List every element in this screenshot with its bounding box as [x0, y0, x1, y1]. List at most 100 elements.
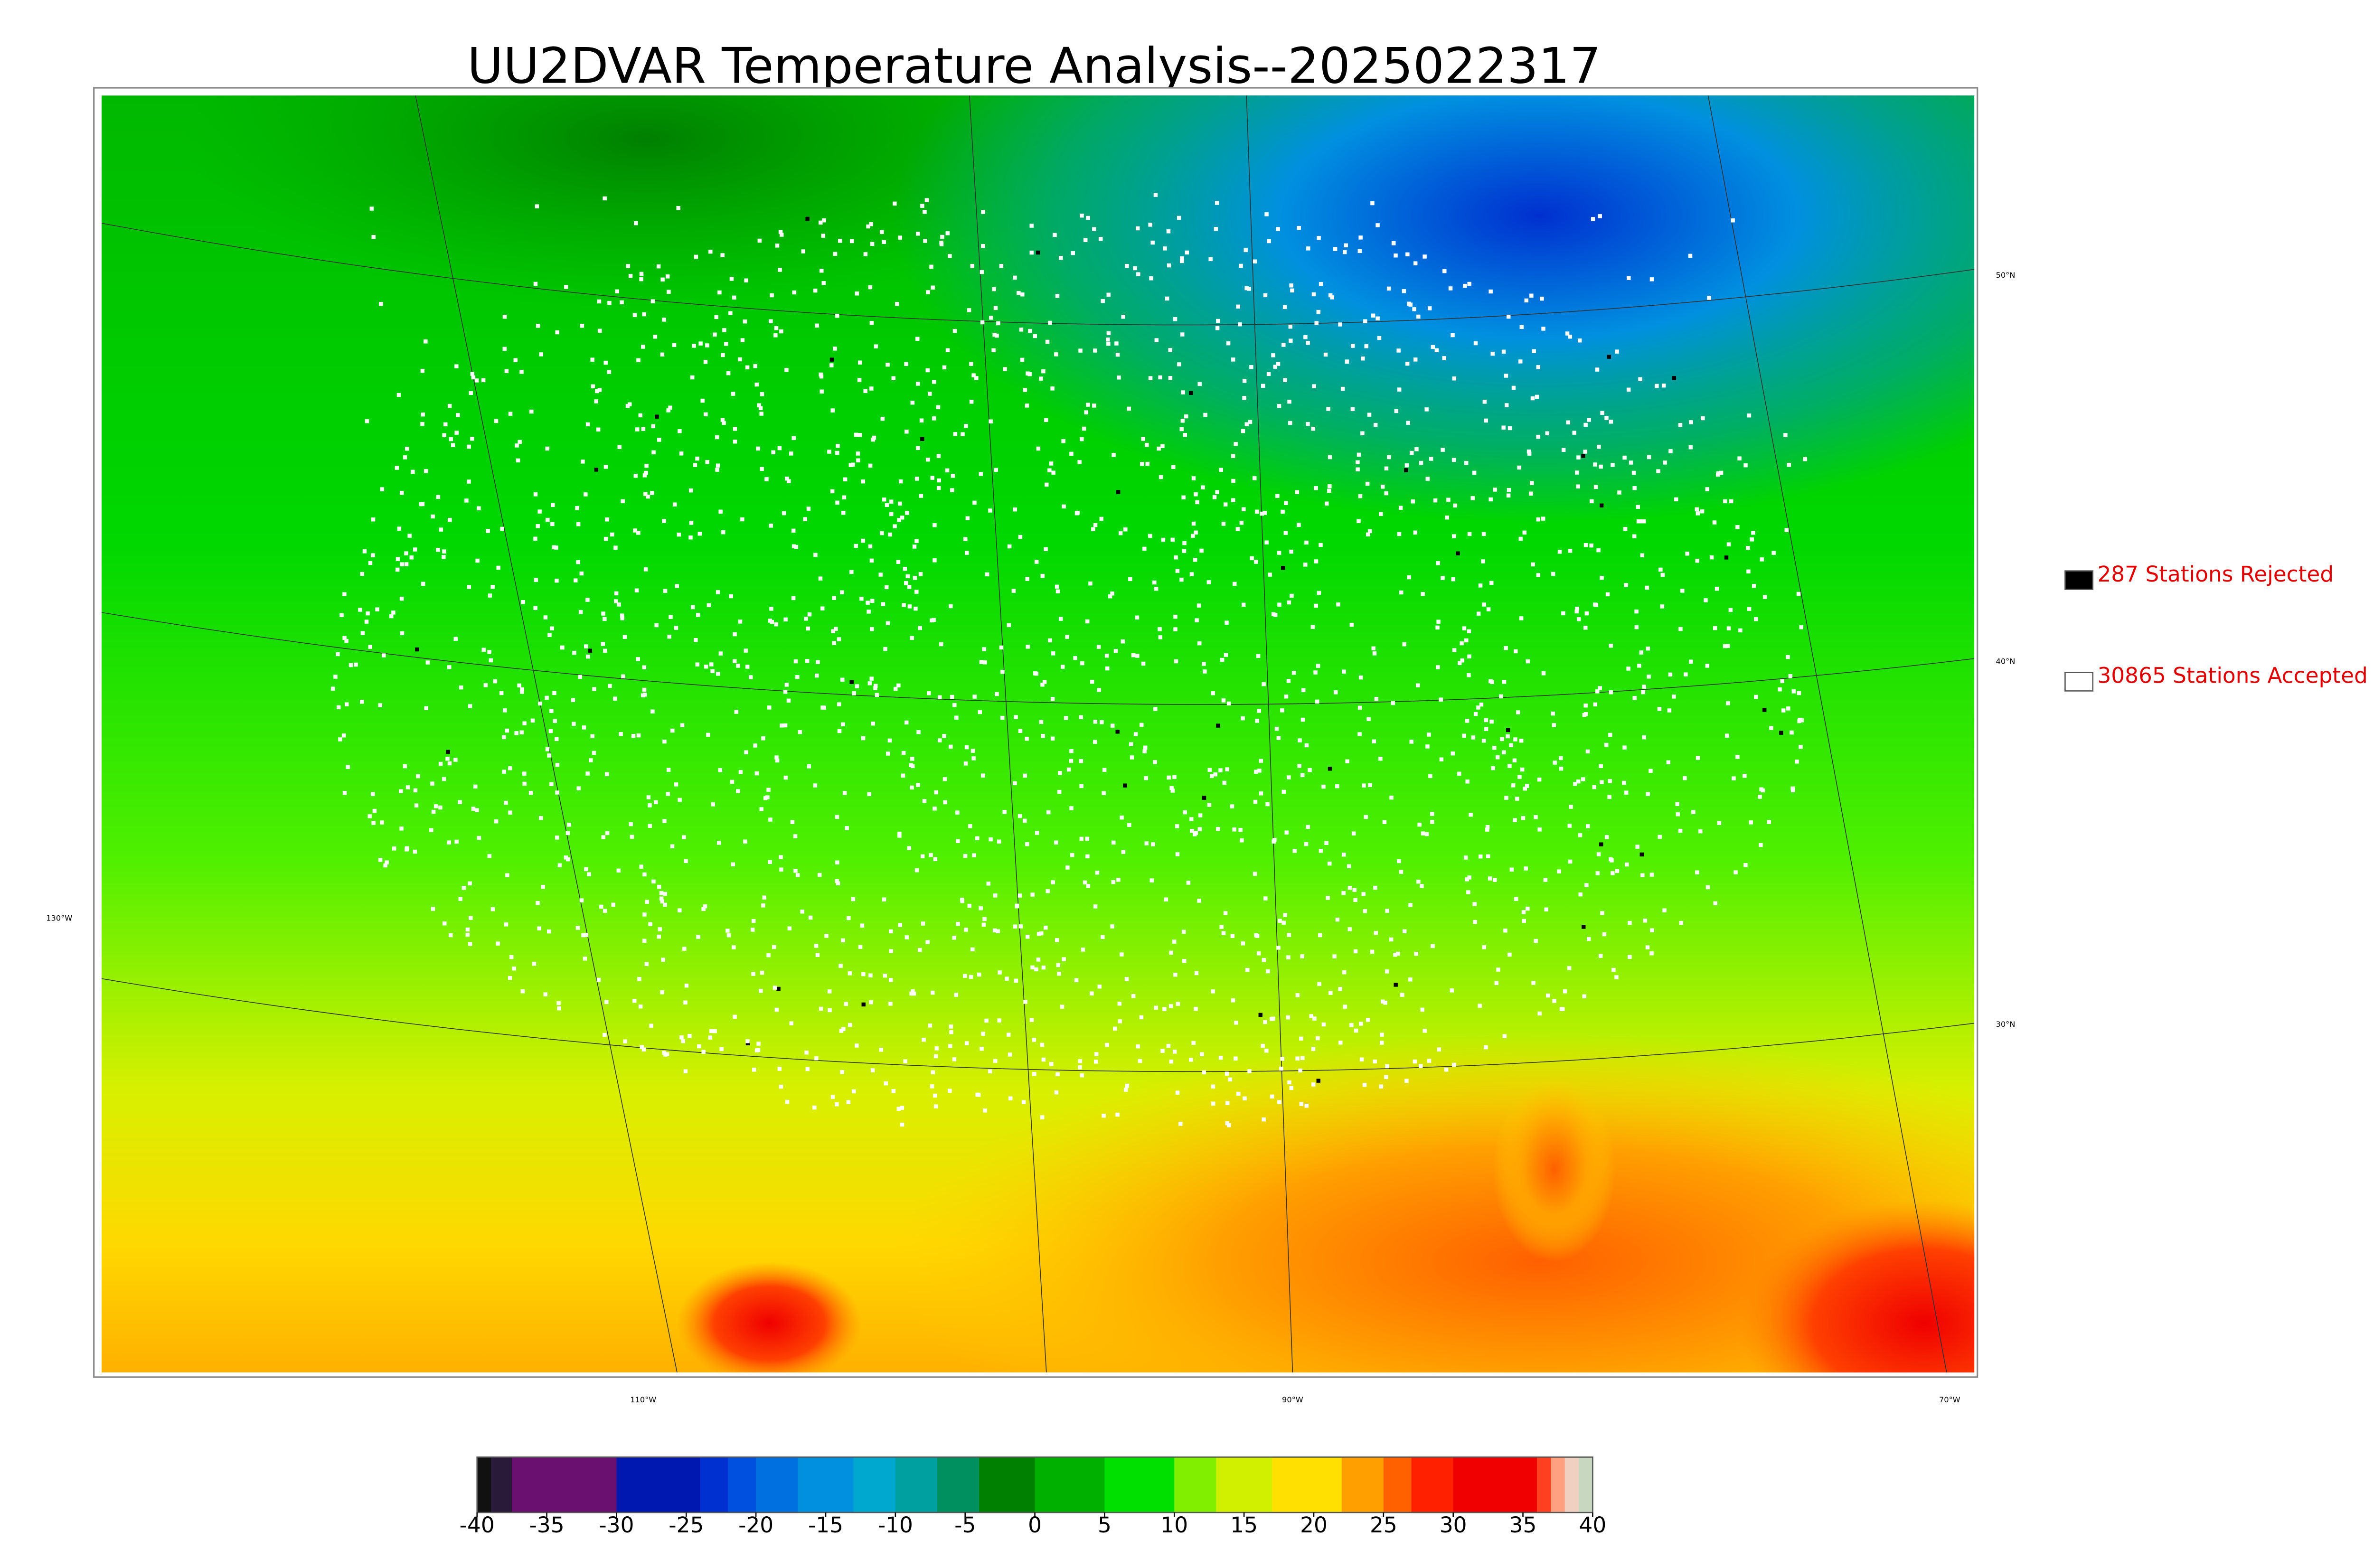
station-dot: [1287, 775, 1291, 779]
map-title: UU2DVAR Temperature Analysis--2025022317: [467, 38, 1601, 94]
station-dot: [848, 463, 853, 467]
station-dot: [574, 578, 578, 582]
station-dot: [1611, 463, 1615, 467]
station-dot: [889, 929, 893, 934]
station-dot: [852, 691, 856, 695]
station-dot: [1116, 878, 1121, 882]
station-dot: [1372, 651, 1377, 656]
station-dot: [793, 834, 798, 838]
station-dot: [745, 1039, 750, 1043]
station-dot: [368, 645, 373, 649]
station-dot: [1110, 723, 1115, 728]
station-dot: [1367, 413, 1372, 417]
station-dot: [1663, 460, 1667, 465]
station-dot: [537, 926, 541, 930]
station-dot: [1281, 343, 1286, 347]
station-dot: [436, 495, 441, 499]
station-dot: [931, 285, 935, 290]
station-dot: [1471, 735, 1476, 740]
station-dot: [1362, 783, 1366, 788]
station-dot: [1092, 404, 1096, 408]
station-dot: [1551, 572, 1555, 576]
station-dot: [1511, 385, 1516, 390]
station-dot: [396, 393, 401, 397]
station-dot: [529, 409, 534, 414]
station-dot: [1259, 791, 1263, 796]
station-dot: [1225, 1101, 1230, 1105]
station-dot: [1148, 376, 1153, 380]
station-dot: [954, 715, 959, 720]
station-dot: [1414, 447, 1419, 451]
station-dot: [1519, 325, 1524, 329]
station-dot: [1102, 791, 1106, 795]
station-dot: [436, 548, 440, 552]
station-dot: [560, 645, 565, 650]
station-dot: [1696, 756, 1700, 760]
station-dot: [822, 705, 826, 710]
station-dot: [1123, 783, 1127, 788]
station-dot: [1083, 880, 1087, 885]
station-dot: [424, 706, 428, 711]
station-dot: [1660, 573, 1665, 577]
station-dot: [1201, 485, 1205, 489]
station-dot: [1084, 410, 1088, 414]
station-dot: [1488, 289, 1493, 294]
station-dot: [1304, 1104, 1309, 1108]
station-dot: [904, 430, 909, 434]
station-dot: [1316, 310, 1321, 314]
station-dot: [1328, 767, 1332, 771]
station-dot: [1536, 365, 1541, 369]
station-dot: [1277, 404, 1281, 408]
station-dot: [713, 332, 717, 337]
station-dot: [1361, 892, 1366, 896]
station-dot: [1287, 933, 1291, 937]
station-dot: [915, 337, 920, 341]
station-dot: [1036, 958, 1041, 962]
station-dot: [469, 391, 473, 395]
station-dot: [1457, 661, 1462, 666]
station-dot: [1335, 784, 1339, 789]
station-dot: [989, 419, 993, 423]
station-dot: [861, 479, 865, 484]
station-dot: [1758, 795, 1762, 799]
station-dot: [1326, 896, 1330, 900]
station-dot: [1746, 569, 1751, 573]
station-dot: [919, 494, 923, 498]
station-dot: [912, 545, 917, 549]
station-dot: [674, 626, 678, 630]
station-dot: [1104, 653, 1109, 658]
station-dot: [1379, 1084, 1383, 1089]
station-dot: [1328, 861, 1332, 866]
station-dot: [1646, 646, 1650, 651]
station-dot: [1117, 376, 1121, 380]
station-dot: [920, 854, 925, 859]
station-dot: [1402, 642, 1406, 647]
station-dot: [481, 648, 486, 652]
station-dot: [956, 839, 960, 844]
station-dot: [1039, 376, 1043, 381]
station-dot: [1000, 715, 1005, 720]
station-dot: [1399, 870, 1404, 874]
station-dot: [1424, 832, 1429, 836]
station-dot: [1079, 836, 1084, 841]
station-dot: [554, 545, 558, 550]
station-dot: [757, 238, 762, 243]
station-dot: [1008, 1096, 1013, 1100]
station-dot: [665, 274, 670, 279]
station-dot: [901, 751, 906, 755]
station-dot: [1209, 774, 1214, 779]
station-dot: [680, 723, 685, 727]
station-dot: [1503, 929, 1507, 933]
station-dot: [364, 620, 369, 624]
station-dot: [1277, 551, 1281, 555]
station-dot: [431, 809, 436, 814]
station-dot: [689, 488, 693, 493]
station-dot: [518, 440, 522, 444]
station-dot: [651, 450, 656, 455]
station-dot: [465, 932, 470, 937]
station-dot: [703, 904, 707, 909]
station-dot: [1649, 873, 1654, 877]
station-dot: [1282, 305, 1287, 310]
colorbar-tick-label: -10: [878, 1512, 913, 1538]
station-dot: [915, 232, 920, 236]
